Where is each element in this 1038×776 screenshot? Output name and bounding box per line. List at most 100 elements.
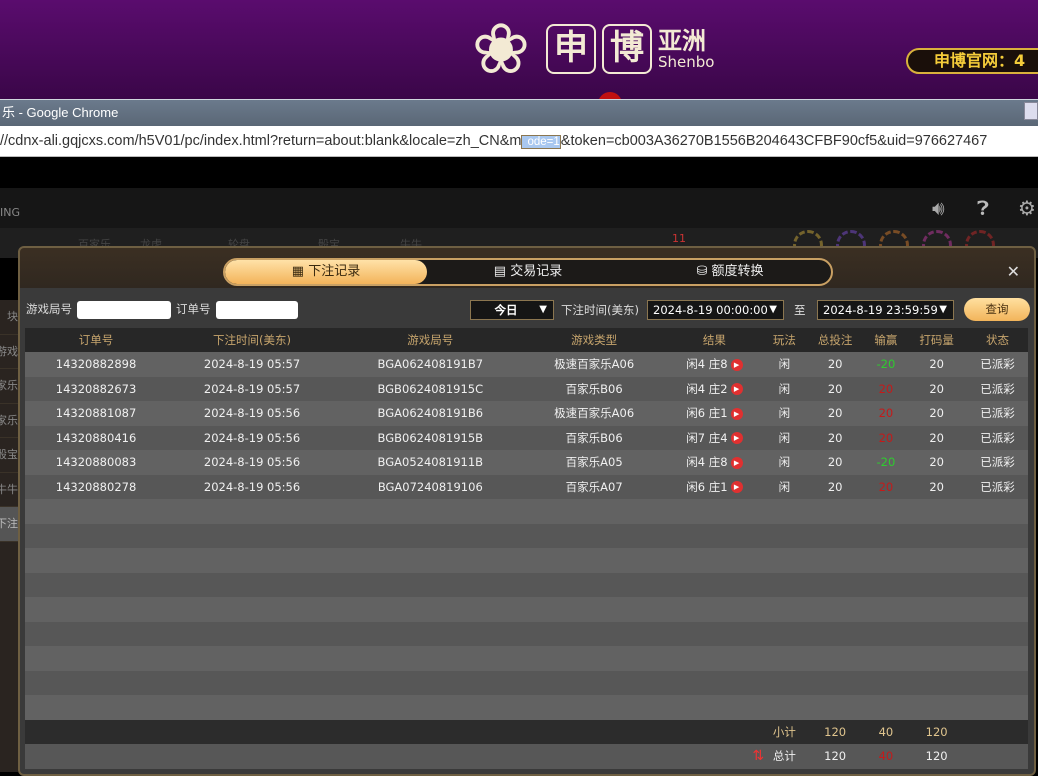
table-cell: 20 — [906, 401, 968, 426]
sidebar-item[interactable]: 下注 — [0, 507, 18, 542]
minimize-button[interactable] — [1024, 102, 1038, 120]
table-cell — [523, 572, 665, 597]
tab-bet-records[interactable]: ▦ 下注记录 — [225, 260, 427, 284]
table-cell: 百家乐A07 — [523, 474, 665, 499]
table-cell: 闲6 庄1 ▶ — [664, 401, 765, 426]
play-replay-icon[interactable]: ▶ — [730, 407, 743, 420]
table-cell: 闲 — [764, 352, 805, 377]
order-input[interactable] — [216, 301, 298, 319]
cell-value: 20 — [929, 357, 944, 372]
query-button[interactable]: 查询 — [964, 298, 1030, 321]
table-cell — [865, 597, 907, 622]
period-value: 今日 — [494, 303, 518, 317]
table-cell — [664, 499, 765, 524]
chevron-down-icon: ▼ — [539, 304, 547, 315]
table-cell: BGA062408191B6 — [337, 401, 524, 426]
official-site-label[interactable]: 申博官网：4 — [906, 48, 1038, 74]
nav-badge: 11 — [672, 232, 686, 245]
cell-value: 百家乐A07 — [565, 479, 623, 494]
empty-row — [25, 548, 1028, 573]
column-header: 打码量 — [906, 328, 968, 352]
play-replay-icon[interactable]: ▶ — [730, 432, 743, 445]
address-bar[interactable]: //cdnx-ali.gqjcxs.com/h5V01/pc/index.htm… — [0, 126, 1038, 157]
play-replay-icon[interactable]: ▶ — [730, 383, 743, 396]
table-cell — [764, 670, 805, 695]
period-select[interactable]: 今日 ▼ — [470, 300, 554, 320]
table-cell — [167, 670, 338, 695]
table-cell: BGA0524081911B — [337, 450, 524, 475]
table-cell — [906, 646, 968, 671]
table-cell — [664, 548, 765, 573]
table-cell — [906, 548, 968, 573]
play-replay-icon[interactable]: ▶ — [730, 358, 743, 371]
table-cell — [804, 548, 866, 573]
sound-icon[interactable]: 🔊︎ — [932, 196, 945, 220]
table-cell: 14320880278 — [25, 474, 168, 499]
url-text: //cdnx-ali.gqjcxs.com/h5V01/pc/index.htm… — [0, 133, 522, 149]
table-cell: 120 — [906, 719, 968, 744]
table-cell: 20 — [906, 376, 968, 401]
table-cell — [967, 646, 1028, 671]
table-cell: 14320882673 — [25, 376, 168, 401]
logo-char-2: 博 — [602, 24, 652, 74]
sidebar-item[interactable]: 骰宝 — [0, 438, 18, 473]
table-cell: 20 — [906, 474, 968, 499]
cell-value: BGA062408191B7 — [377, 357, 484, 372]
round-input[interactable] — [77, 301, 171, 319]
table-cell — [906, 499, 968, 524]
table-cell — [664, 523, 765, 548]
table-cell: 百家乐B06 — [523, 376, 665, 401]
table-cell: 已派彩 — [967, 401, 1028, 426]
bet-records-table: 订单号 下注时间(美东) 游戏局号 游戏类型 结果 玩法 总投注 输赢 打码量 状态 143208… — [25, 328, 1028, 769]
table-row: 14320882898 2024-8-19 05:57 BGA062408191B7… — [25, 352, 1028, 377]
cell-value: BGA062408191B6 — [377, 406, 484, 421]
cell-value: 闲 — [778, 406, 791, 421]
sidebar-item[interactable]: 块 — [0, 300, 18, 335]
table-cell — [167, 523, 338, 548]
table-cell — [664, 597, 765, 622]
table-cell: -20 — [865, 352, 907, 377]
close-icon[interactable]: ✕ — [1006, 262, 1020, 281]
table-cell — [664, 670, 765, 695]
url-selection: ode=1 — [521, 135, 561, 149]
to-date-select[interactable]: 2024-8-19 23:59:59 ▼ — [817, 300, 954, 320]
table-cell — [764, 621, 805, 646]
table-cell: 14320880083 — [25, 450, 168, 475]
cell-value: 百家乐A05 — [565, 455, 623, 470]
settings-gear-icon[interactable]: ⚙ — [1018, 196, 1036, 220]
cell-value: 20 — [929, 381, 944, 396]
cell-value: 百家乐B06 — [565, 381, 623, 396]
table-cell: 120 — [804, 744, 866, 769]
table-cell — [764, 572, 805, 597]
empty-row — [25, 670, 1028, 695]
table-cell: -20 — [865, 450, 907, 475]
sidebar-item[interactable]: 牛牛 — [0, 473, 18, 507]
table-cell: 20 — [804, 474, 866, 499]
tab-credit-transfer[interactable]: ⛁ 额度转换 — [629, 260, 831, 284]
table-cell — [764, 523, 805, 548]
play-replay-icon[interactable]: ▶ — [730, 456, 743, 469]
table-cell: 闲4 庄8 ▶ — [664, 352, 765, 377]
table-cell: 20 — [865, 401, 907, 426]
sidebar-item[interactable]: 百家乐 — [0, 404, 18, 438]
cell-value: 已派彩 — [980, 357, 1015, 372]
sidebar-item[interactable]: 百家乐 — [0, 369, 18, 404]
table-cell — [804, 597, 866, 622]
play-replay-icon[interactable]: ▶ — [730, 481, 743, 494]
shenbo-logo: ❀ 申 博 亚洲 Shenbo — [462, 10, 715, 88]
table-cell — [664, 572, 765, 597]
table-cell — [764, 548, 805, 573]
cell-value: 闲4 庄8 — [686, 357, 728, 372]
help-icon[interactable]: ❓︎ — [977, 196, 990, 220]
sidebar-item[interactable]: 游戏 — [0, 335, 18, 369]
cell-value: 2024-8-19 05:56 — [203, 479, 301, 494]
table-cell — [804, 695, 866, 720]
cell-value: 20 — [878, 430, 894, 445]
from-date-select[interactable]: 2024-8-19 00:00:00 ▼ — [647, 300, 784, 320]
empty-row — [25, 523, 1028, 548]
refresh-swap-icon[interactable]: ⇅ — [752, 748, 765, 765]
table-cell — [25, 719, 168, 744]
tab-transaction-records[interactable]: ▤ 交易记录 — [427, 260, 629, 284]
table-cell — [967, 572, 1028, 597]
table-cell: 已派彩 — [967, 474, 1028, 499]
